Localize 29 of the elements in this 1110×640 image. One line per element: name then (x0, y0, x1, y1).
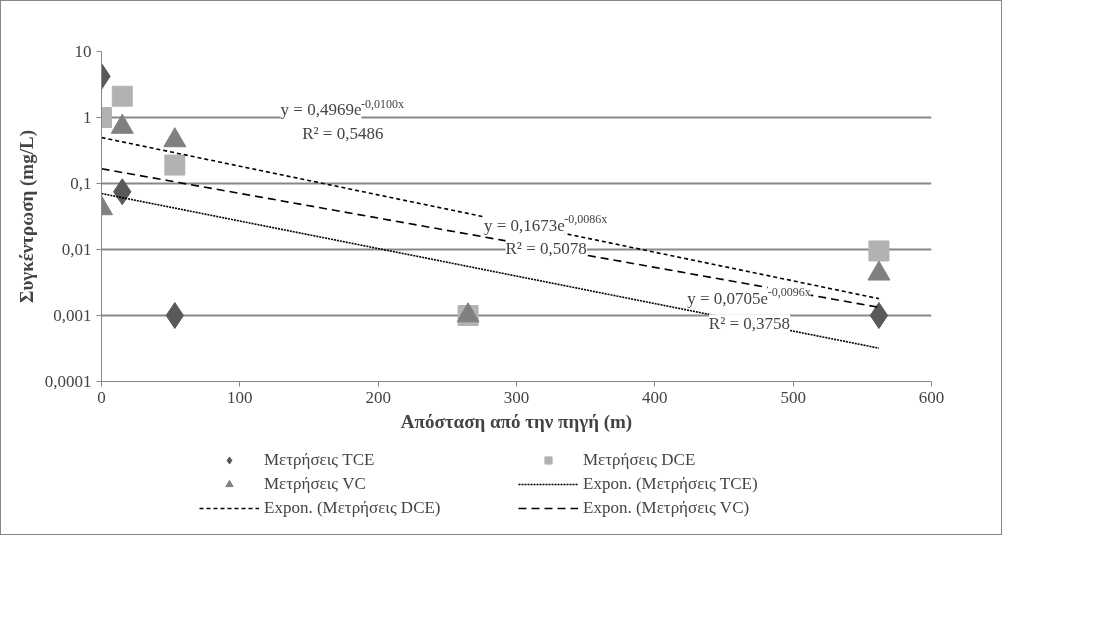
y-tick-label: 10 (74, 42, 92, 61)
annotation: R² = 0,3758 (708, 314, 791, 334)
legend-label: Expon. (Μετρήσεις TCE) (583, 474, 759, 494)
y-tick-label: 0,1 (70, 174, 92, 193)
point (164, 154, 186, 176)
x-tick-label: 0 (97, 387, 106, 407)
x-tick-label: 400 (642, 387, 668, 407)
legend-label: Μετρήσεις TCE (264, 450, 376, 470)
x-tick-label: 500 (780, 387, 806, 407)
point (869, 302, 889, 329)
y-tick-label: 0,0001 (44, 372, 92, 391)
y-tick-label: 0,01 (61, 240, 92, 259)
legend-label: Expon. (Μετρήσεις VC) (583, 498, 751, 518)
y-tick-label: 1 (83, 108, 92, 127)
annotation: R² = 0,5078 (505, 239, 587, 259)
x-tick-label: 600 (918, 387, 945, 407)
y-axis-title: Συγκέντρωση (mg/L) (15, 130, 38, 303)
point (868, 240, 890, 262)
x-axis-title: Απόσταση από την πηγή (m) (400, 410, 633, 433)
x-tick-label: 100 (227, 387, 253, 407)
annotation: R² = 0,5486 (302, 123, 384, 143)
point (165, 302, 184, 329)
x-tick-label: 300 (503, 387, 530, 407)
point (111, 85, 133, 107)
x-tick-label: 200 (365, 387, 391, 407)
legend-label: Expon. (Μετρήσεις DCE) (264, 498, 442, 518)
y-tick-label: 0,001 (53, 306, 92, 325)
legend-label: Μετρήσεις DCE (583, 450, 697, 470)
legend-label: Μετρήσεις VC (264, 474, 367, 494)
